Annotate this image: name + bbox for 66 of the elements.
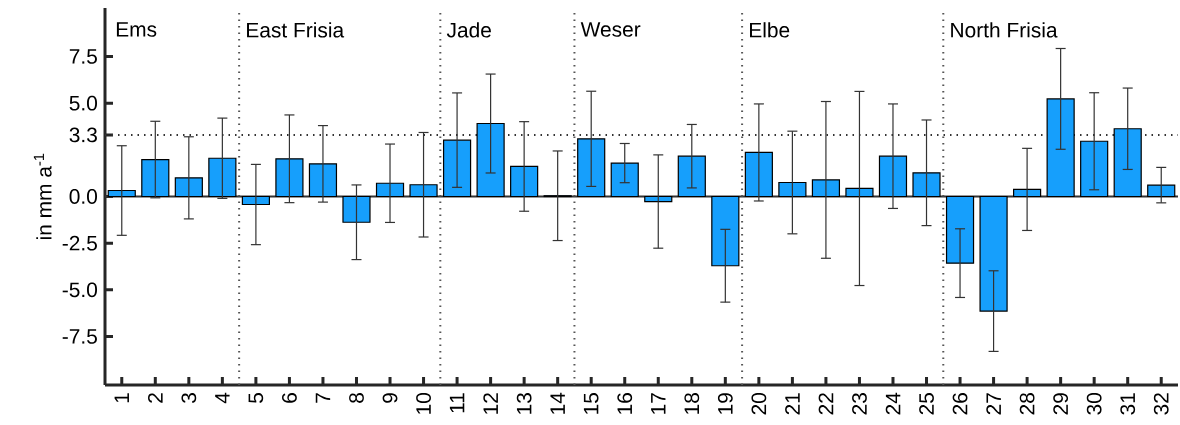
x-tick-label: 21 [785,393,800,415]
bar [979,195,1008,312]
ref-line-label: Jade [446,22,491,38]
bar [878,155,908,198]
bar [912,172,941,198]
bar [945,195,975,264]
bar [1147,184,1176,198]
x-tick-label: 19 [717,393,733,414]
x-tick-label: 4 [215,392,230,404]
x-tick-label: 8 [349,393,364,403]
y-tick-label: 5.0 [69,95,98,111]
ref-line-label: Weser [580,22,641,37]
x-tick-label: 22 [818,393,834,415]
x-tick-label: 2 [148,393,163,403]
bar [342,195,371,223]
y-tick-label: 3.3 [69,127,97,143]
bar [174,177,203,198]
bar [275,158,304,198]
annotation: Ems [116,22,157,37]
ref-line-label: East Frisia [247,22,345,38]
x-tick-label: 24 [885,392,901,415]
bar [107,189,136,198]
x-tick-label: 17 [651,393,666,414]
x-tick-label: 9 [382,393,398,403]
x-tick-label: 10 [416,393,431,414]
y-tick-label: -7.5 [62,329,97,344]
x-tick-label: 11 [449,393,465,413]
x-tick-label: 27 [986,393,1001,415]
ref-line-label: Elbe [750,22,790,38]
y-tick-label: -2.5 [62,235,97,251]
bar [811,179,841,198]
x-tick-label: 29 [1053,393,1069,415]
bar [1013,188,1042,198]
y-axis-title: in mm a$^{-1}$ [33,153,52,240]
bar [375,182,405,198]
bar [845,187,874,198]
x-tick-label: 14 [550,392,565,414]
y-tick-label: -5.0 [62,282,98,298]
x-tick-label: 12 [483,393,498,414]
x-tick-label: 25 [919,393,934,415]
x-tick-label: 7 [315,393,331,403]
x-tick-label: 20 [751,393,767,415]
x-tick-label: 31 [1120,393,1136,415]
x-tick-label: 16 [617,393,633,414]
bar [241,195,270,206]
bar [778,181,807,198]
y-tick-label: 0.0 [69,189,98,204]
bar [409,184,438,198]
x-tick-label: 23 [852,393,867,415]
x-tick-label: 26 [952,393,968,415]
x-tick-label: 6 [282,393,297,403]
bar [744,151,773,198]
x-tick-label: 18 [684,393,700,414]
bar [644,195,673,203]
x-tick-label: 32 [1153,393,1169,415]
x-tick-label: 15 [583,393,599,414]
x-tick-label: 28 [1019,393,1035,415]
ref-line-label: North Frisia [951,22,1058,38]
x-tick-label: 13 [516,393,532,414]
y-tick-label: 7.5 [69,49,97,64]
x-tick-label: 3 [181,393,197,404]
x-tick-label: 1 [114,393,129,403]
bar [510,165,539,198]
bar [308,163,338,198]
x-tick-label: 5 [248,393,264,403]
x-tick-label: 30 [1086,393,1102,415]
